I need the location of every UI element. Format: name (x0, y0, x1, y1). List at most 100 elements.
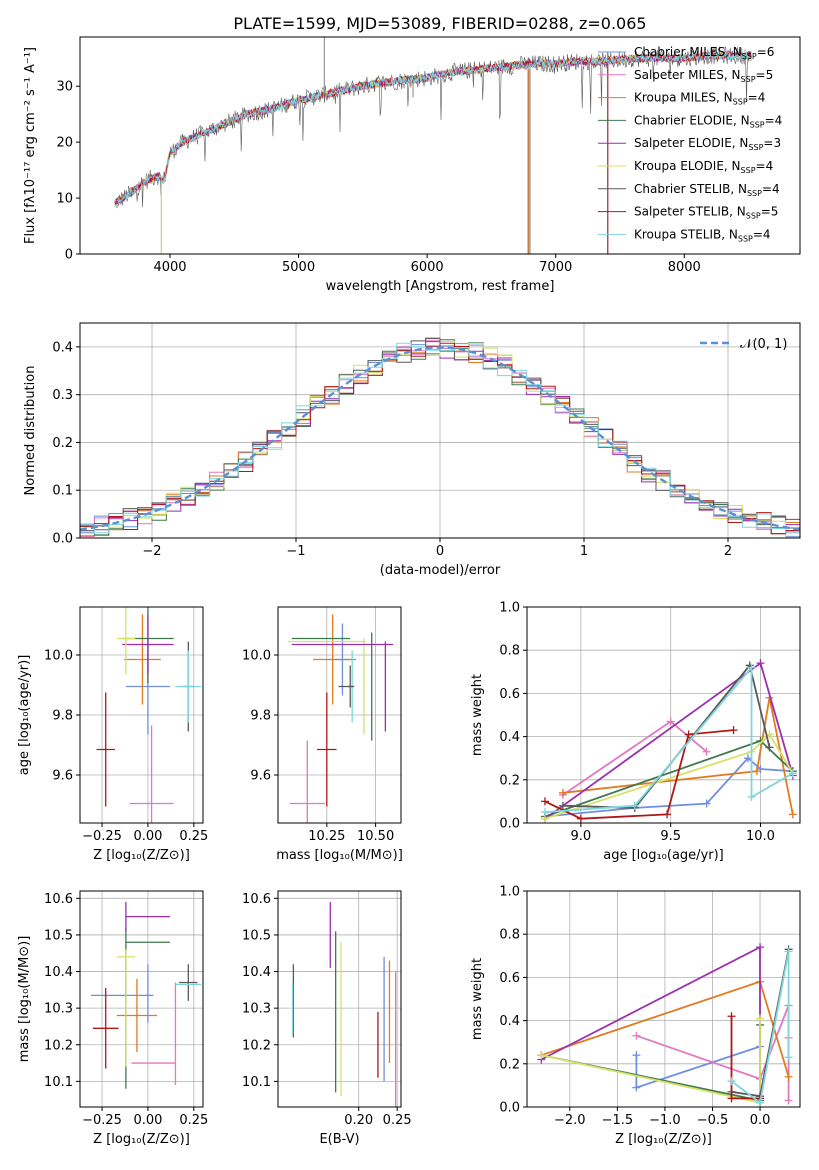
x-tick-label: −1.0 (649, 1113, 681, 1128)
histogram-series (80, 342, 800, 534)
spectrum-line (114, 50, 752, 205)
x-tick-label: −1 (286, 544, 305, 559)
y-tick-label: 0.0 (52, 532, 73, 547)
y-tick-label: 0.0 (499, 817, 520, 832)
legend-label: Chabrier ELODIE, NSSP=4 (634, 113, 782, 129)
weight-marker (537, 1051, 546, 1060)
y-tick-label: 10.1 (242, 1075, 271, 1090)
y-tick-label: 10.3 (242, 1002, 271, 1017)
x-tick-label: 0.0 (750, 1113, 771, 1128)
panel-spectrum: 4000 5000 6000 7000 8000 0 10 20 30 wavelength [A… (23, 36, 801, 294)
x-tick-label: 1 (580, 544, 588, 559)
weight-marker (729, 726, 738, 735)
x-axis-label: age [log₁₀(age/yr)] (603, 848, 724, 863)
x-axis-label: Z [log₁₀(Z/Z⊙)] (93, 848, 190, 863)
y-tick-label: 0.2 (499, 773, 520, 788)
y-tick-label: 30 (56, 80, 73, 95)
weight-marker (632, 1051, 641, 1060)
y-tick-label: 10.4 (242, 965, 271, 980)
legend-label: Chabrier MILES, NSSP=6 (634, 45, 774, 61)
y-axis-label: mass [log₁₀(M/M⊙)] (17, 936, 32, 1063)
y-tick-label: 10.2 (242, 1038, 271, 1053)
weight-marker (576, 814, 585, 823)
x-tick-label: 4000 (153, 260, 186, 275)
plot-area (80, 337, 800, 538)
weight-marker (663, 810, 672, 819)
weight-marker (540, 808, 549, 817)
y-tick-label: 0.4 (52, 340, 73, 355)
y-tick-label: 10.5 (242, 928, 271, 943)
panel-residuals: −2 −1 0 1 2 0.0 0.1 0.2 0.3 0.4 (data-model)/error… (23, 322, 801, 578)
weight-marker (540, 797, 549, 806)
y-tick-label: 10.1 (44, 1075, 73, 1090)
x-axis-label: Z [log₁₀(Z/Z⊙)] (615, 1132, 712, 1147)
x-tick-label: 7000 (539, 260, 572, 275)
weight-marker (666, 717, 675, 726)
panel-weight_vs_Z: −2.0 −1.5 −1.0 −0.5 0.0 0.0 0.2 0.4 0.6 0.8 1.0 Z [… (470, 885, 801, 1147)
y-tick-label: 10.0 (44, 649, 73, 664)
axes-frame (526, 890, 801, 1108)
y-tick-label: 0.8 (499, 644, 520, 659)
weight-series (562, 720, 708, 796)
x-tick-label: 0.00 (133, 829, 162, 844)
x-tick-label: 2 (724, 544, 732, 559)
y-tick-label: 9.8 (52, 709, 73, 724)
y-tick-label: 10.4 (44, 965, 73, 980)
y-tick-label: 9.6 (250, 769, 271, 784)
axes-frame (79, 890, 204, 1108)
weight-series (730, 1016, 760, 1100)
spectrum-line (114, 51, 752, 208)
x-tick-label: 8000 (668, 260, 701, 275)
plot-area (114, 37, 752, 254)
histogram-series (80, 342, 800, 535)
weight-marker (684, 730, 693, 739)
panel-mass_vs_ebv: 0.20 0.25 10.1 10.2 10.3 10.4 10.5 10.6 E(B-V) (242, 890, 412, 1147)
x-tick-label: 9.0 (571, 829, 592, 844)
x-axis-label: E(B-V) (319, 1132, 359, 1147)
x-tick-label: 9.5 (660, 829, 681, 844)
plot-area (287, 614, 394, 823)
y-tick-label: 0.3 (52, 388, 73, 403)
y-tick-label: 10.6 (44, 892, 73, 907)
x-tick-label: −2.0 (554, 1113, 586, 1128)
x-tick-label: 10.0 (746, 829, 775, 844)
figure-title: PLATE=1599, MJD=53089, FIBERID=0288, z=0… (233, 14, 646, 33)
x-tick-label: −0.5 (697, 1113, 729, 1128)
legend-label: Kroupa MILES, NSSP=4 (634, 91, 765, 107)
y-tick-label: 9.6 (52, 769, 73, 784)
weight-marker (727, 1012, 736, 1021)
y-tick-label: 10 (56, 192, 73, 207)
y-tick-label: 10.2 (44, 1038, 73, 1053)
y-tick-label: 0.6 (499, 687, 520, 702)
y-axis-label: age [log₁₀(age/yr)] (17, 655, 32, 776)
y-tick-label: 0.2 (499, 1057, 520, 1072)
weight-marker (756, 1014, 765, 1023)
weight-series (544, 756, 793, 818)
y-tick-label: 9.8 (250, 709, 271, 724)
plot-area (291, 901, 397, 1107)
weight-series (730, 951, 790, 1105)
y-axis-label: Flux [fλ10⁻¹⁷ erg cm⁻² s⁻¹ A⁻¹] (23, 47, 38, 244)
panel-mass_vs_Z: −0.25 0.00 0.25 10.1 10.2 10.3 10.4 10.5 10.6 Z [… (17, 890, 208, 1147)
y-tick-label: 10.3 (44, 1002, 73, 1017)
x-tick-label: −0.25 (82, 829, 122, 844)
legend: Chabrier MILES, NSSP=6 Salpeter MILES, NS… (598, 45, 782, 243)
axes-frame (79, 36, 801, 255)
weight-marker (784, 1096, 793, 1105)
legend-label: Salpeter STELIB, NSSP=5 (634, 205, 778, 221)
weight-marker (727, 1077, 736, 1086)
weight-marker (788, 810, 797, 819)
y-tick-label: 0.8 (499, 928, 520, 943)
plot-area (540, 659, 797, 823)
x-tick-label: 0.25 (179, 1113, 208, 1128)
x-tick-label: 10.25 (308, 829, 345, 844)
weight-marker (632, 1083, 641, 1092)
y-tick-label: 1.0 (499, 885, 520, 900)
weight-marker (765, 743, 774, 752)
plot-area (96, 607, 202, 823)
weight-marker (784, 947, 793, 956)
weight-marker (727, 1094, 736, 1103)
y-tick-label: 0.2 (52, 436, 73, 451)
weight-marker (743, 754, 752, 763)
